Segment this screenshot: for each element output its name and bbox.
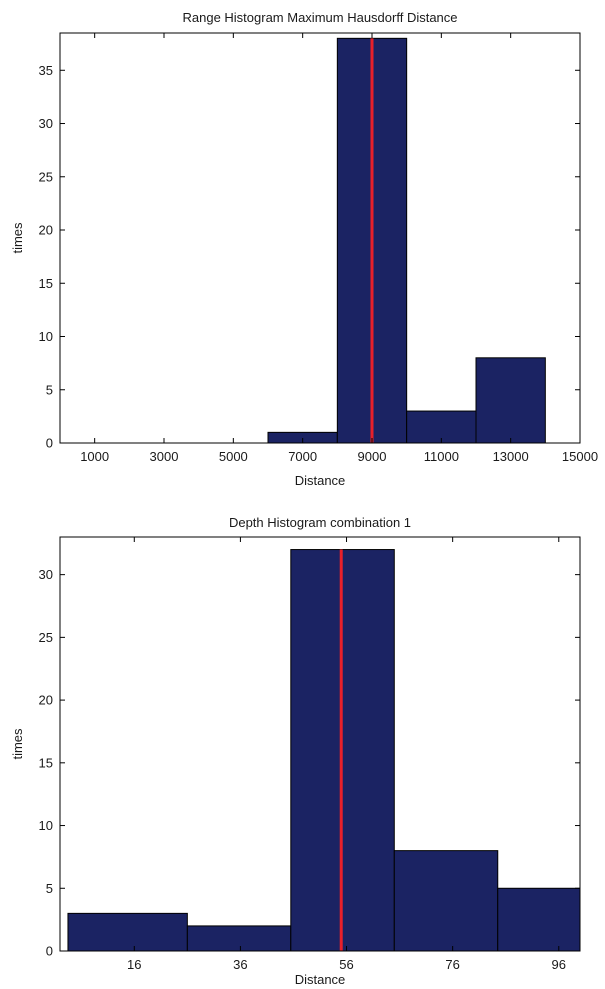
x-tick-label: 56 <box>339 957 353 972</box>
y-axis-label: times <box>10 222 25 254</box>
y-tick-label: 15 <box>39 276 53 291</box>
y-tick-label: 10 <box>39 818 53 833</box>
histogram-bar <box>497 887 581 952</box>
chart-title: Range Histogram Maximum Hausdorff Distan… <box>182 10 457 25</box>
x-tick-label: 5000 <box>219 449 248 464</box>
x-axis-label: Distance <box>295 972 346 987</box>
x-tick-label: 13000 <box>493 449 529 464</box>
x-tick-label: 76 <box>445 957 459 972</box>
x-tick-label: 96 <box>552 957 566 972</box>
histogram-bar <box>186 925 292 952</box>
y-tick-label: 30 <box>39 567 53 582</box>
x-tick-label: 1000 <box>80 449 109 464</box>
x-tick-label: 36 <box>233 957 247 972</box>
y-tick-label: 15 <box>39 755 53 770</box>
x-tick-label: 3000 <box>150 449 179 464</box>
histogram-bar <box>67 912 188 952</box>
chart-2: 16 36 56 76 96 0 5 10 15 20 25 30 Depth Histogram co… <box>10 515 581 987</box>
x-tick-label: 11000 <box>424 449 459 464</box>
chart-title: Depth Histogram combination 1 <box>229 515 411 530</box>
y-tick-label: 5 <box>46 382 53 397</box>
y-tick-label: 20 <box>39 223 53 238</box>
y-tick-label: 30 <box>39 116 53 131</box>
x-tick-label: 15000 <box>562 449 598 464</box>
x-tick-label: 9000 <box>358 449 387 464</box>
y-tick-label: 25 <box>39 169 53 184</box>
y-tick-label: 10 <box>39 329 53 344</box>
x-tick-label: 7000 <box>288 449 317 464</box>
y-axis-label: times <box>10 728 25 760</box>
histogram-bar <box>393 850 499 952</box>
y-tick-label: 35 <box>39 63 53 78</box>
y-tick-label: 0 <box>46 944 53 959</box>
y-tick-label: 20 <box>39 693 53 708</box>
histogram-bar <box>475 357 546 444</box>
plot-frame <box>59 536 581 952</box>
y-tick-label: 5 <box>46 881 53 896</box>
chart-1: 1000 3000 5000 7000 9000 11000 13000 15000 0 5 10 1… <box>10 10 598 488</box>
plot-frame <box>59 32 581 444</box>
y-tick-label: 0 <box>46 436 53 451</box>
y-tick-label: 25 <box>39 630 53 645</box>
x-tick-label: 16 <box>127 957 141 972</box>
x-axis-label: Distance <box>295 473 346 488</box>
